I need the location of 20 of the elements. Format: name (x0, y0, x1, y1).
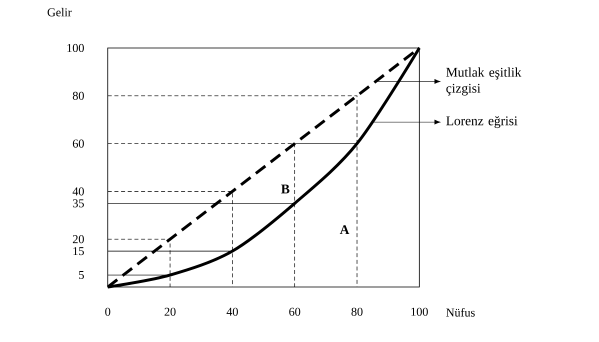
x-tick-label: 40 (226, 308, 238, 316)
x-tick-label: 80 (351, 308, 363, 316)
x-axis-title: Nüfus (446, 308, 475, 317)
y-tick-label: 80 (72, 92, 84, 100)
x-tick-label: 0 (105, 308, 110, 316)
y-tick-label: 20 (72, 235, 84, 244)
y-tick-label: 60 (72, 140, 84, 148)
y-tick-label: 15 (73, 247, 84, 256)
x-tick-label: 100 (411, 308, 428, 316)
y-tick-label: 35 (72, 199, 84, 208)
annotation: A (340, 225, 350, 234)
annotation: B (281, 184, 290, 194)
x-tick-label: 60 (289, 308, 300, 316)
y-tick-label: 100 (67, 44, 84, 52)
text: Mutlak eşitlik çizgisi (446, 67, 522, 96)
x-tick-label: 20 (164, 308, 176, 316)
y-axis-title: Gelir (48, 8, 72, 16)
y-tick-label: 5 (79, 271, 84, 280)
text: Lorenz eğrisi (446, 116, 518, 128)
y-tick-label: 40 (72, 187, 84, 196)
